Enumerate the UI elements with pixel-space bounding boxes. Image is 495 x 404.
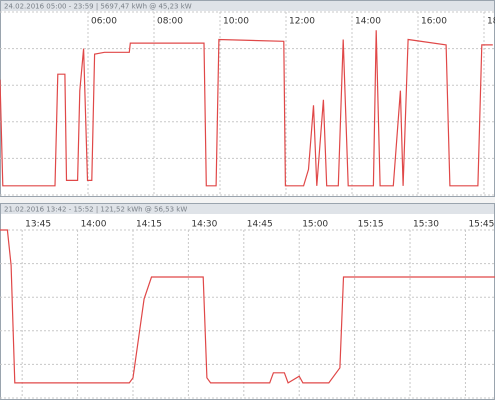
panel (0, 203, 495, 400)
x-tick-label: 18:00 (487, 17, 495, 27)
data-line (0, 30, 493, 187)
x-tick-label: 14:00 (355, 17, 381, 27)
x-tick-label: 14:30 (191, 220, 217, 230)
chart-title: 21.02.2016 13:42 - 15:52 | 121,52 kWh @ … (4, 206, 187, 214)
panel (0, 0, 495, 197)
x-tick-label: 15:00 (302, 220, 328, 230)
data-line (0, 229, 495, 384)
chart-title: 24.02.2016 05:00 - 23:59 | 5697,47 kWh @… (4, 3, 192, 11)
x-tick-label: 10:00 (223, 17, 249, 27)
x-tick-label: 15:15 (358, 220, 384, 230)
panel-header (1, 204, 494, 214)
x-tick-label: 12:00 (289, 17, 315, 27)
x-tick-label: 15:45 (468, 220, 494, 230)
x-tick-label: 14:00 (81, 220, 107, 230)
x-tick-label: 06:00 (91, 17, 117, 27)
panel-header (1, 1, 494, 11)
x-tick-label: 08:00 (157, 17, 183, 27)
x-tick-label: 14:45 (247, 220, 273, 230)
x-tick-label: 16:00 (421, 17, 447, 27)
x-tick-label: 14:15 (136, 220, 162, 230)
x-tick-label: 15:30 (413, 220, 439, 230)
x-tick-label: 13:45 (25, 220, 51, 230)
